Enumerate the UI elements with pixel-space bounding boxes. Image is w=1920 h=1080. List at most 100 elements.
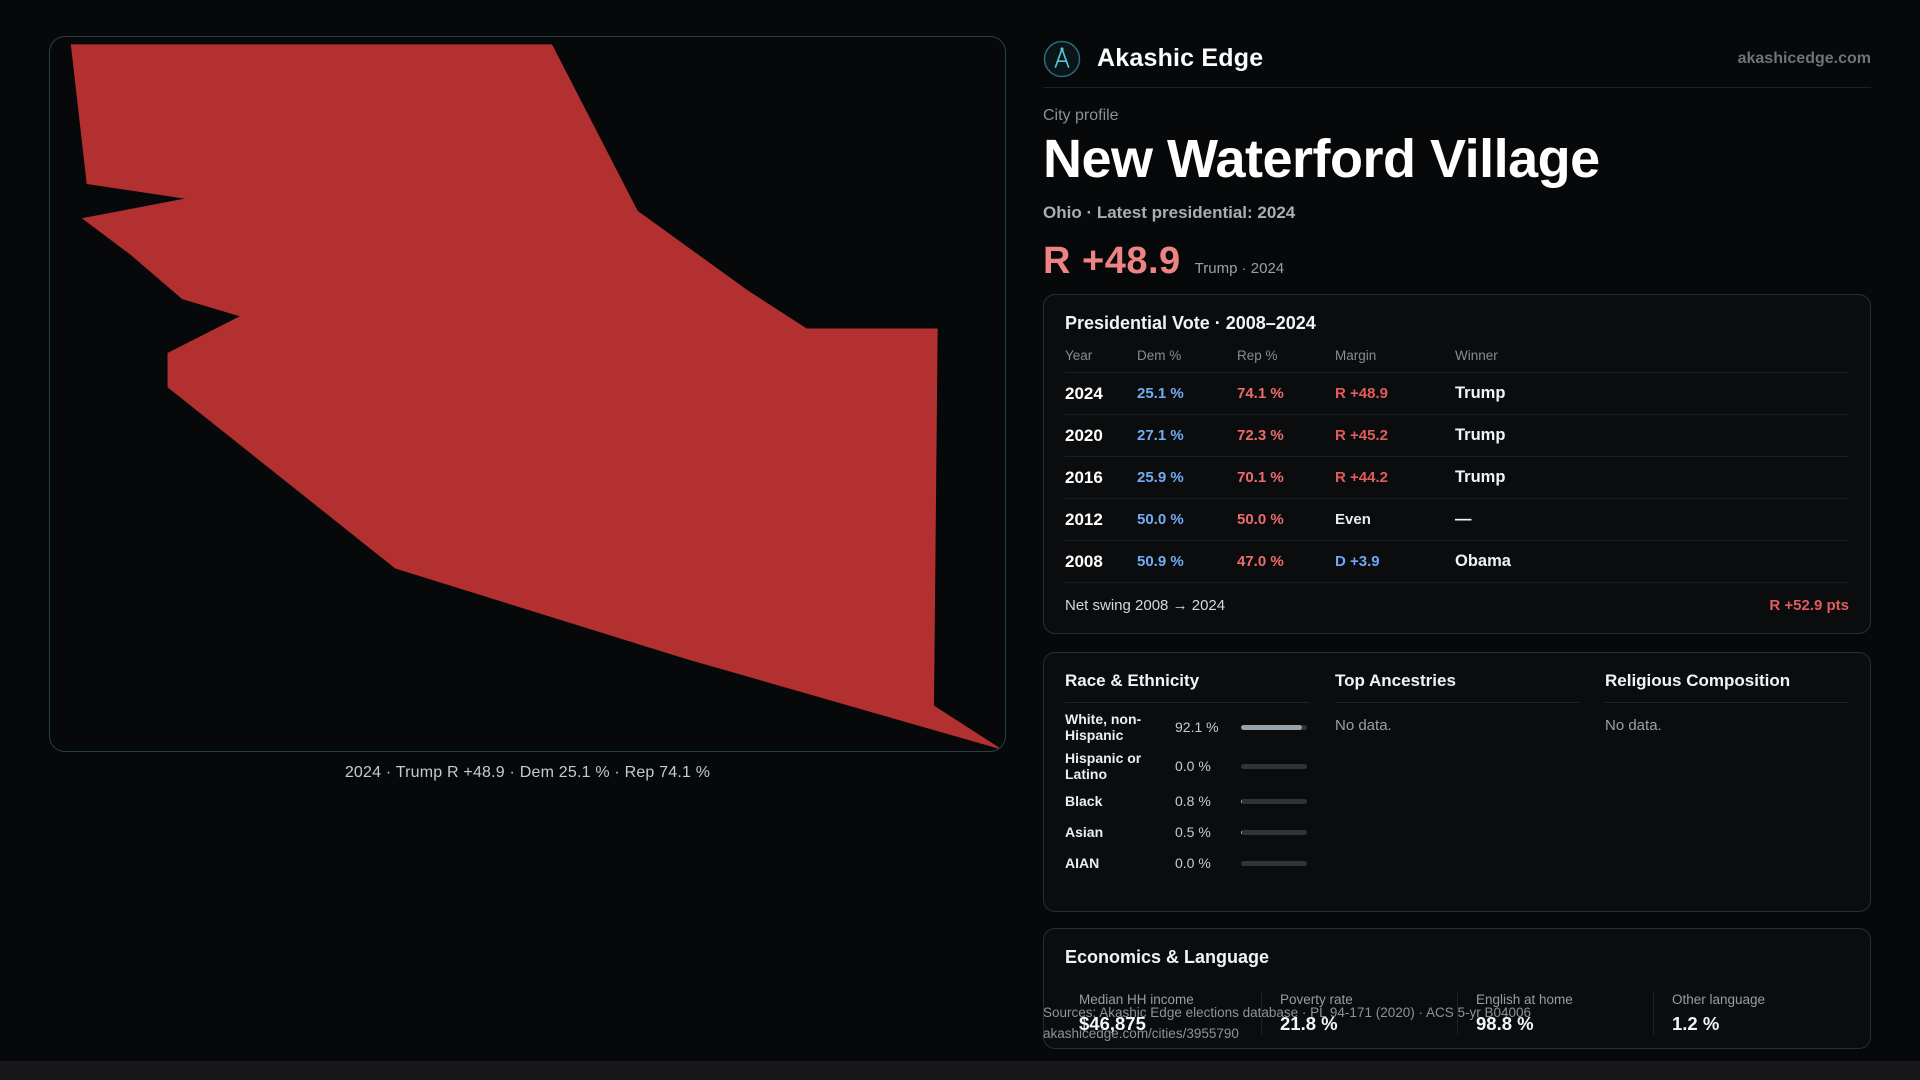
vote-table-row: 2024 25.1 % 74.1 % R +48.9 Trump (1065, 373, 1849, 415)
vote-table-header: Year Dem % Rep % Margin Winner (1065, 348, 1849, 373)
col-header-margin: Margin (1335, 348, 1377, 363)
religion-empty-state: No data. (1605, 717, 1662, 734)
bottom-strip (0, 1061, 1920, 1080)
stat-median-income: Median HH income $46,875 (1065, 992, 1261, 1035)
cell-year: 2024 (1065, 383, 1103, 403)
race-ethnicity-column: Race & Ethnicity White, non-Hispanic 92.… (1065, 671, 1309, 893)
city-boundary-shape (70, 44, 1003, 750)
stat-value: 21.8 % (1280, 1013, 1338, 1034)
presidential-vote-card: Presidential Vote · 2008–2024 Year Dem %… (1043, 294, 1871, 634)
cell-margin: R +48.9 (1335, 385, 1388, 402)
race-label: White, non-Hispanic (1065, 711, 1142, 744)
city-boundary-svg (70, 44, 1003, 750)
cell-margin: Even (1335, 511, 1371, 528)
race-bar (1241, 829, 1307, 835)
col-header-winner: Winner (1455, 348, 1498, 363)
permalink[interactable]: akashicedge.com/cities/3955790 (1043, 1025, 1239, 1041)
cell-year: 2008 (1065, 551, 1103, 571)
cell-rep: 74.1 % (1237, 385, 1284, 402)
stat-other-language: Other language 1.2 % (1653, 992, 1849, 1035)
race-value: 0.8 % (1175, 793, 1211, 810)
cell-winner: Trump (1455, 384, 1506, 402)
stat-value: 1.2 % (1672, 1013, 1720, 1034)
race-bar (1241, 763, 1307, 769)
race-label: Hispanic or Latino (1065, 750, 1142, 783)
economics-card-title: Economics & Language (1065, 947, 1270, 967)
ancestries-empty-state: No data. (1335, 717, 1392, 734)
religion-title: Religious Composition (1605, 671, 1849, 703)
stat-label: English at home (1476, 992, 1573, 1007)
stat-english-at-home: English at home 98.8 % (1457, 992, 1653, 1035)
race-row: Hispanic or Latino 0.0 % (1065, 750, 1309, 782)
race-value: 0.5 % (1175, 824, 1211, 841)
stat-poverty-rate: Poverty rate 21.8 % (1261, 992, 1457, 1035)
stat-value: 98.8 % (1476, 1013, 1534, 1034)
race-row: White, non-Hispanic 92.1 % (1065, 711, 1309, 743)
headline-margin-value: R +48.9 (1043, 240, 1181, 282)
site-header: Akashic Edge akashicedge.com (1043, 30, 1871, 88)
col-header-year: Year (1065, 348, 1093, 363)
race-card-title: Race & Ethnicity (1065, 671, 1309, 703)
vote-table-row: 2012 50.0 % 50.0 % Even — (1065, 499, 1849, 541)
stat-label: Poverty rate (1280, 992, 1353, 1007)
religious-composition-column: Religious Composition No data. (1605, 671, 1849, 893)
cell-dem: 25.1 % (1137, 385, 1184, 402)
cell-year: 2012 (1065, 509, 1103, 529)
page-title: New Waterford Village (1043, 129, 1600, 189)
col-header-dem: Dem % (1137, 348, 1182, 363)
eyebrow-city-profile: City profile (1043, 107, 1119, 124)
cell-dem: 50.9 % (1137, 553, 1184, 570)
cell-rep: 47.0 % (1237, 553, 1284, 570)
map-caption: 2024 · Trump R +48.9 · Dem 25.1 % · Rep … (344, 764, 711, 781)
cell-rep: 50.0 % (1237, 511, 1284, 528)
top-ancestries-column: Top Ancestries No data. (1335, 671, 1579, 893)
stat-label: Median HH income (1079, 992, 1194, 1007)
race-row: Black 0.8 % (1065, 789, 1309, 813)
footer-sources: Sources: Akashic Edge elections database… (1043, 1003, 1531, 1045)
cell-dem: 27.1 % (1137, 427, 1184, 444)
race-label: Black (1065, 793, 1103, 810)
stat-value: $46,875 (1079, 1013, 1146, 1034)
cell-year: 2016 (1065, 467, 1103, 487)
demographics-card: Race & Ethnicity White, non-Hispanic 92.… (1043, 652, 1871, 912)
cell-dem: 50.0 % (1137, 511, 1184, 528)
economics-card: Economics & Language Median HH income $4… (1043, 928, 1871, 1049)
profile-column: Akashic Edge akashicedge.com City profil… (1043, 0, 1871, 1080)
cell-winner: Trump (1455, 468, 1506, 486)
cell-margin: R +44.2 (1335, 469, 1388, 486)
race-row: Asian 0.5 % (1065, 820, 1309, 844)
race-bar (1241, 798, 1307, 804)
cell-dem: 25.9 % (1137, 469, 1184, 486)
race-value: 0.0 % (1175, 758, 1211, 775)
page-subtitle: Ohio · Latest presidential: 2024 (1043, 203, 1296, 222)
race-value: 92.1 % (1175, 719, 1219, 736)
brand-name: Akashic Edge (1097, 44, 1264, 72)
col-header-rep: Rep % (1237, 348, 1278, 363)
cell-year: 2020 (1065, 425, 1103, 445)
race-label: Asian (1065, 824, 1104, 841)
vote-table-row: 2016 25.9 % 70.1 % R +44.2 Trump (1065, 457, 1849, 499)
vote-table-row: 2008 50.9 % 47.0 % D +3.9 Obama (1065, 541, 1849, 583)
cell-margin: R +45.2 (1335, 427, 1388, 444)
race-label: AIAN (1065, 855, 1100, 872)
cell-winner: Obama (1455, 552, 1511, 570)
cell-winner: — (1455, 510, 1472, 528)
vote-card-title: Presidential Vote · 2008–2024 (1065, 313, 1316, 333)
sources-line: Sources: Akashic Edge elections database… (1043, 1005, 1532, 1020)
race-bar (1241, 724, 1307, 730)
net-swing-row: Net swing 2008 → 2024 R +52.9 pts (1065, 583, 1849, 614)
race-rows: White, non-Hispanic 92.1 % Hispanic or L… (1065, 711, 1309, 875)
city-boundary-map (49, 36, 1006, 752)
vote-table-row: 2020 27.1 % 72.3 % R +45.2 Trump (1065, 415, 1849, 457)
stat-label: Other language (1672, 992, 1766, 1007)
race-row: AIAN 0.0 % (1065, 851, 1309, 875)
economics-stats: Median HH income $46,875 Poverty rate 21… (1065, 992, 1849, 1035)
akashic-edge-logo-icon (1043, 40, 1081, 77)
headline-margin-context: Trump · 2024 (1194, 260, 1285, 277)
net-swing-value: R +52.9 pts (1769, 597, 1849, 614)
brand-domain-link[interactable]: akashicedge.com (1737, 49, 1871, 67)
net-swing-label: Net swing 2008 → 2024 (1065, 597, 1226, 614)
race-bar (1241, 860, 1307, 866)
headline-margin-block: R +48.9 Trump · 2024 (1043, 240, 1284, 283)
